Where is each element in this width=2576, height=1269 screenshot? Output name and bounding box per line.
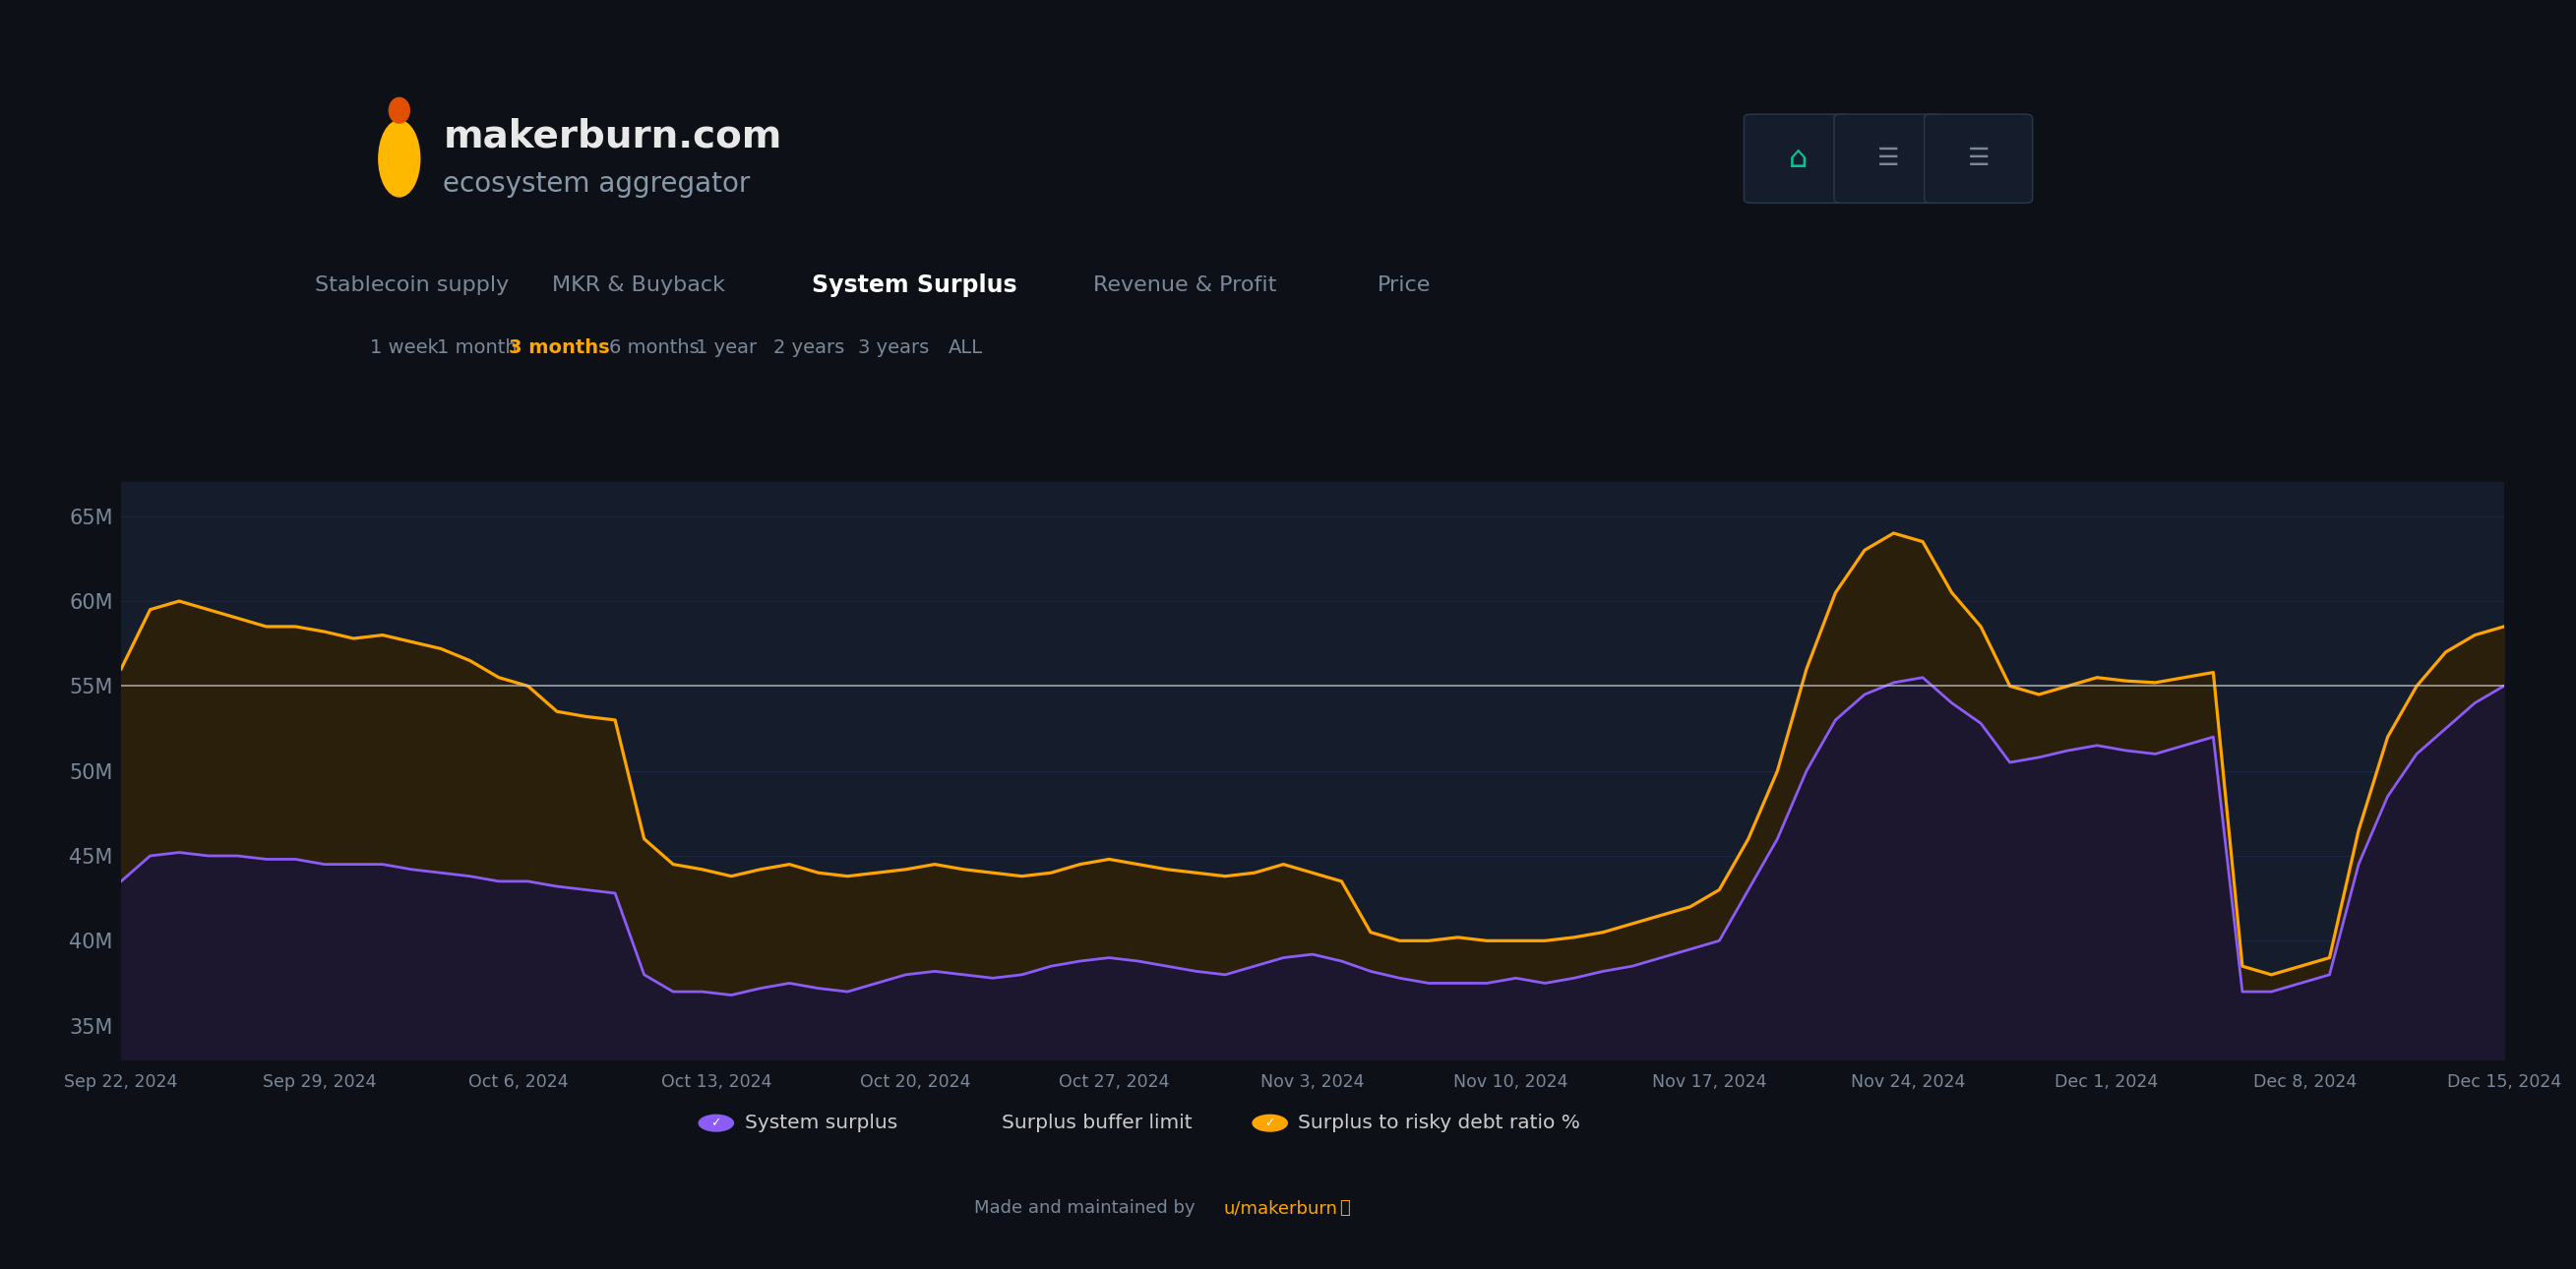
Text: System Surplus: System Surplus xyxy=(811,274,1018,297)
Text: ecosystem aggregator: ecosystem aggregator xyxy=(443,170,750,198)
Text: ✓: ✓ xyxy=(1265,1117,1275,1129)
Text: 3 months: 3 months xyxy=(507,339,611,357)
Text: makerburn.com: makerburn.com xyxy=(443,117,783,155)
Text: 2 years: 2 years xyxy=(773,339,845,357)
Text: 🔥: 🔥 xyxy=(1340,1199,1350,1217)
Text: ☰: ☰ xyxy=(1968,147,1989,170)
Text: Surplus to risky debt ratio %: Surplus to risky debt ratio % xyxy=(1298,1114,1582,1132)
Text: Surplus buffer limit: Surplus buffer limit xyxy=(1002,1114,1193,1132)
Text: 1 month: 1 month xyxy=(435,339,518,357)
Text: Stablecoin supply: Stablecoin supply xyxy=(314,275,510,296)
Text: u/makerburn: u/makerburn xyxy=(1224,1199,1337,1217)
Text: 1 year: 1 year xyxy=(696,339,757,357)
Text: Made and maintained by: Made and maintained by xyxy=(974,1199,1200,1217)
Text: ⌂: ⌂ xyxy=(1788,145,1808,173)
Text: System surplus: System surplus xyxy=(744,1114,896,1132)
Text: Price: Price xyxy=(1378,275,1430,296)
Text: MKR & Buyback: MKR & Buyback xyxy=(551,275,726,296)
Text: Revenue & Profit: Revenue & Profit xyxy=(1092,275,1278,296)
Text: ALL: ALL xyxy=(948,339,984,357)
Text: ✓: ✓ xyxy=(711,1117,721,1129)
Text: 6 months: 6 months xyxy=(608,339,701,357)
Text: 3 years: 3 years xyxy=(858,339,930,357)
Text: ☰: ☰ xyxy=(1878,147,1899,170)
Text: 1 week: 1 week xyxy=(371,339,438,357)
Text: ✓: ✓ xyxy=(706,1114,721,1132)
